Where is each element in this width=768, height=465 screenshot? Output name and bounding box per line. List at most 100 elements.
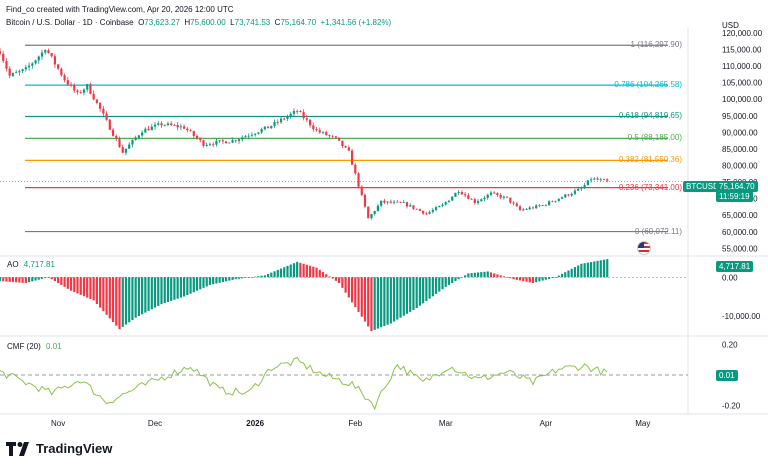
ao-bar [208,277,212,285]
candle [186,128,189,131]
ao-bar [438,277,441,292]
close-value: 75,164.70 [280,18,317,27]
candle [338,137,341,141]
ao-bar [237,277,241,279]
candle [124,148,128,153]
ao-bar [606,259,609,278]
ao-bar [18,277,21,283]
price-axis-tick: 105,000.00 [722,79,763,88]
ao-bar [570,268,573,278]
price-axis-tick: 120,000.00 [722,29,763,38]
ao-bar [312,266,315,278]
candle [506,196,509,198]
ao-bar [234,277,237,280]
candle [157,123,160,125]
candle [509,197,512,203]
ao-bar [60,277,63,285]
ao-bar [257,276,260,278]
ao-bar [328,276,331,278]
candle [286,116,289,119]
candle [231,140,234,143]
ao-bar [502,276,505,278]
candle [302,112,305,119]
time-axis-tick: Apr [540,419,553,428]
candle [11,73,15,76]
price-axis-tick: 90,000.00 [722,128,758,137]
candle [373,211,376,215]
candle [266,126,270,129]
cmf-value-tag: 0.01 [716,370,738,381]
fib-level-label: 0.786 (104,265.58) [614,80,682,90]
ao-bar [318,269,321,278]
last-price-tag: 75,164.70 [716,181,758,192]
ao-bar [63,277,66,287]
candle [354,164,357,174]
ao-bar [434,277,438,294]
candle [8,68,11,76]
ao-bar [108,277,111,319]
ao-bar [454,277,457,282]
candle [144,128,147,133]
ao-bar [250,277,254,278]
candle [341,140,344,147]
fib-level-label: 0.382 (81,550.36) [618,155,682,165]
candle [548,201,551,206]
ao-bar [128,277,131,323]
ao-bar [202,277,205,288]
candle [199,138,202,141]
price-axis-tick: 55,000.00 [722,244,758,253]
ao-bar [589,262,593,278]
candle [593,178,596,180]
candle [538,205,541,207]
candle [564,194,567,198]
candle [386,201,389,203]
candle [137,135,140,138]
candle [515,203,518,207]
candle [128,144,131,149]
ao-bar [350,277,354,303]
tradingview-logo[interactable]: TradingView [6,441,112,456]
candle [205,144,208,146]
candle [24,67,27,70]
fib-level-label: 0.5 (88,185.00) [627,133,682,143]
ao-bar [263,275,266,278]
candle [428,211,431,214]
ao-bar [341,277,344,288]
candle [321,131,325,133]
ao-bar [296,261,299,278]
candle [460,192,463,195]
ao-bar [215,277,218,284]
ao-bar [506,277,509,278]
candle [392,201,396,203]
candle [31,63,34,66]
ao-bar [602,259,606,278]
price-axis-tick: 80,000.00 [722,162,758,171]
ao-bar [383,277,386,327]
price-axis-tick: 85,000.00 [722,145,758,154]
candle [250,134,254,136]
ao-bar [24,277,27,284]
ao-bar [244,277,247,278]
candle [160,123,163,126]
candle [370,214,373,219]
candle [2,53,5,61]
high-label: H [184,18,191,27]
ao-bar [422,277,425,304]
us-flag-event-icon[interactable] [637,241,651,255]
candle [212,144,215,146]
candle [189,130,192,132]
candle [418,209,422,211]
ao-bar [212,277,215,285]
candle [111,129,115,136]
candle [425,213,428,215]
candle [153,124,157,127]
ao-bar [512,277,515,280]
cmf-line [0,356,608,411]
candle [283,118,286,120]
ao-bar [105,277,108,315]
ao-bar [115,277,118,326]
candle [95,99,99,103]
ao-bar [431,277,434,297]
candle [221,140,224,142]
candle [173,125,176,126]
